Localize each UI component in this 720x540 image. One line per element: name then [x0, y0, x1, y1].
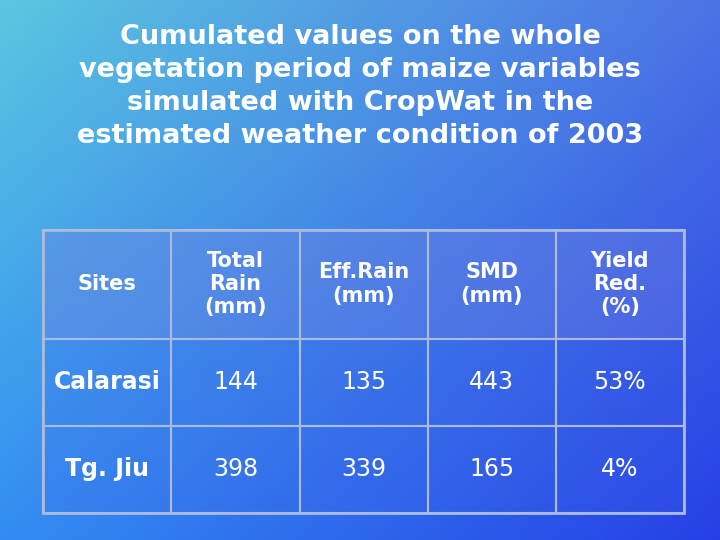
Text: 4%: 4% — [601, 457, 639, 482]
Text: Eff.Rain
(mm): Eff.Rain (mm) — [318, 262, 409, 306]
Bar — [428, 426, 556, 513]
Bar — [556, 339, 684, 426]
Text: 144: 144 — [213, 370, 258, 394]
Bar — [43, 339, 171, 426]
Text: SMD
(mm): SMD (mm) — [461, 262, 523, 306]
Text: Cumulated values on the whole
vegetation period of maize variables
simulated wit: Cumulated values on the whole vegetation… — [77, 24, 643, 149]
Text: 443: 443 — [469, 370, 514, 394]
Text: 165: 165 — [469, 457, 514, 482]
Bar — [43, 230, 171, 339]
Bar — [556, 426, 684, 513]
Bar — [300, 230, 428, 339]
Text: Tg. Jiu: Tg. Jiu — [66, 457, 149, 482]
Text: Yield
Red.
(%): Yield Red. (%) — [590, 251, 649, 318]
Text: 339: 339 — [341, 457, 386, 482]
Bar — [300, 339, 428, 426]
Bar — [428, 230, 556, 339]
Text: Sites: Sites — [78, 274, 137, 294]
Bar — [171, 230, 300, 339]
Text: 53%: 53% — [593, 370, 647, 394]
Bar — [43, 426, 171, 513]
Bar — [171, 426, 300, 513]
Bar — [171, 339, 300, 426]
Text: 135: 135 — [341, 370, 386, 394]
Bar — [428, 339, 556, 426]
Text: Calarasi: Calarasi — [54, 370, 161, 394]
Bar — [300, 426, 428, 513]
Bar — [43, 230, 684, 513]
Text: Total
Rain
(mm): Total Rain (mm) — [204, 251, 266, 318]
Text: 398: 398 — [213, 457, 258, 482]
Bar — [556, 230, 684, 339]
